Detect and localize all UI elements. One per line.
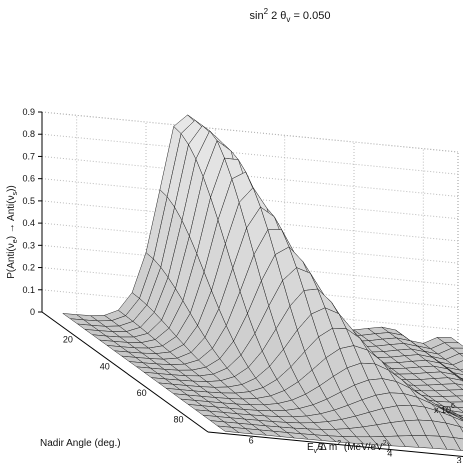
grid-line: [41, 222, 459, 264]
y-tick-label: 80: [174, 415, 184, 425]
x-tick-label: 3: [457, 455, 462, 463]
grid-line: [41, 111, 459, 153]
z-tick-label: 0.5: [22, 196, 35, 206]
grid-line: [41, 200, 459, 242]
surface-patch: [453, 437, 463, 451]
x-tick-label: 6: [249, 435, 254, 445]
z-tick-label: 0.4: [22, 218, 35, 228]
y-tick-label: 20: [63, 335, 73, 345]
grid-line: [41, 178, 459, 220]
x-scale-label: x 106: [434, 403, 455, 415]
x-axis-ticks: 123456: [249, 435, 462, 463]
z-tick-label: 0: [30, 307, 35, 317]
axes: [41, 112, 463, 458]
surface-patch: [458, 353, 463, 357]
z-tick-label: 0.3: [22, 240, 35, 250]
z-tick-label: 0.9: [22, 107, 35, 117]
surface-patch: [459, 368, 463, 373]
surface-patch: [455, 395, 463, 402]
z-tick-label: 0.7: [22, 151, 35, 161]
surface-mesh: [61, 114, 463, 451]
grid-line: [41, 267, 459, 309]
x-tick-label: 4: [387, 449, 392, 459]
z-tick-label: 0.1: [22, 285, 35, 295]
y-axis-line: [41, 311, 209, 433]
grid-line: [41, 155, 459, 197]
z-tick-label: 0.8: [22, 129, 35, 139]
z-tick-label: 0.6: [22, 174, 35, 184]
z-axis-ticks: 0 0.1 0.2 0.3 0.4 0.5 0.6 0.7 0.8 0.9: [22, 107, 42, 317]
y-tick-label: 60: [137, 388, 147, 398]
surface-patch: [458, 417, 463, 421]
grid-line: [41, 244, 459, 286]
y-axis-label: Nadir Angle (deg.): [40, 438, 121, 449]
chart-title: sin2 2 θv = 0.050: [250, 7, 331, 24]
surface-patch: [456, 407, 463, 412]
surface-patch: [459, 426, 463, 433]
x-axis-line: [207, 431, 463, 458]
z-axis-label: P(Anti(νe) → Anti(νs)): [6, 185, 19, 279]
grid-line: [41, 133, 459, 175]
y-axis-ticks: 20 40 60 80: [63, 335, 184, 425]
y-tick-label: 40: [100, 361, 110, 371]
z-tick-label: 0.2: [22, 263, 35, 273]
x-tick-label: 5: [318, 442, 323, 452]
grid-line: [41, 289, 459, 331]
x-axis-label: Ev/Δ m2 (MeV/eV2): [307, 440, 390, 455]
